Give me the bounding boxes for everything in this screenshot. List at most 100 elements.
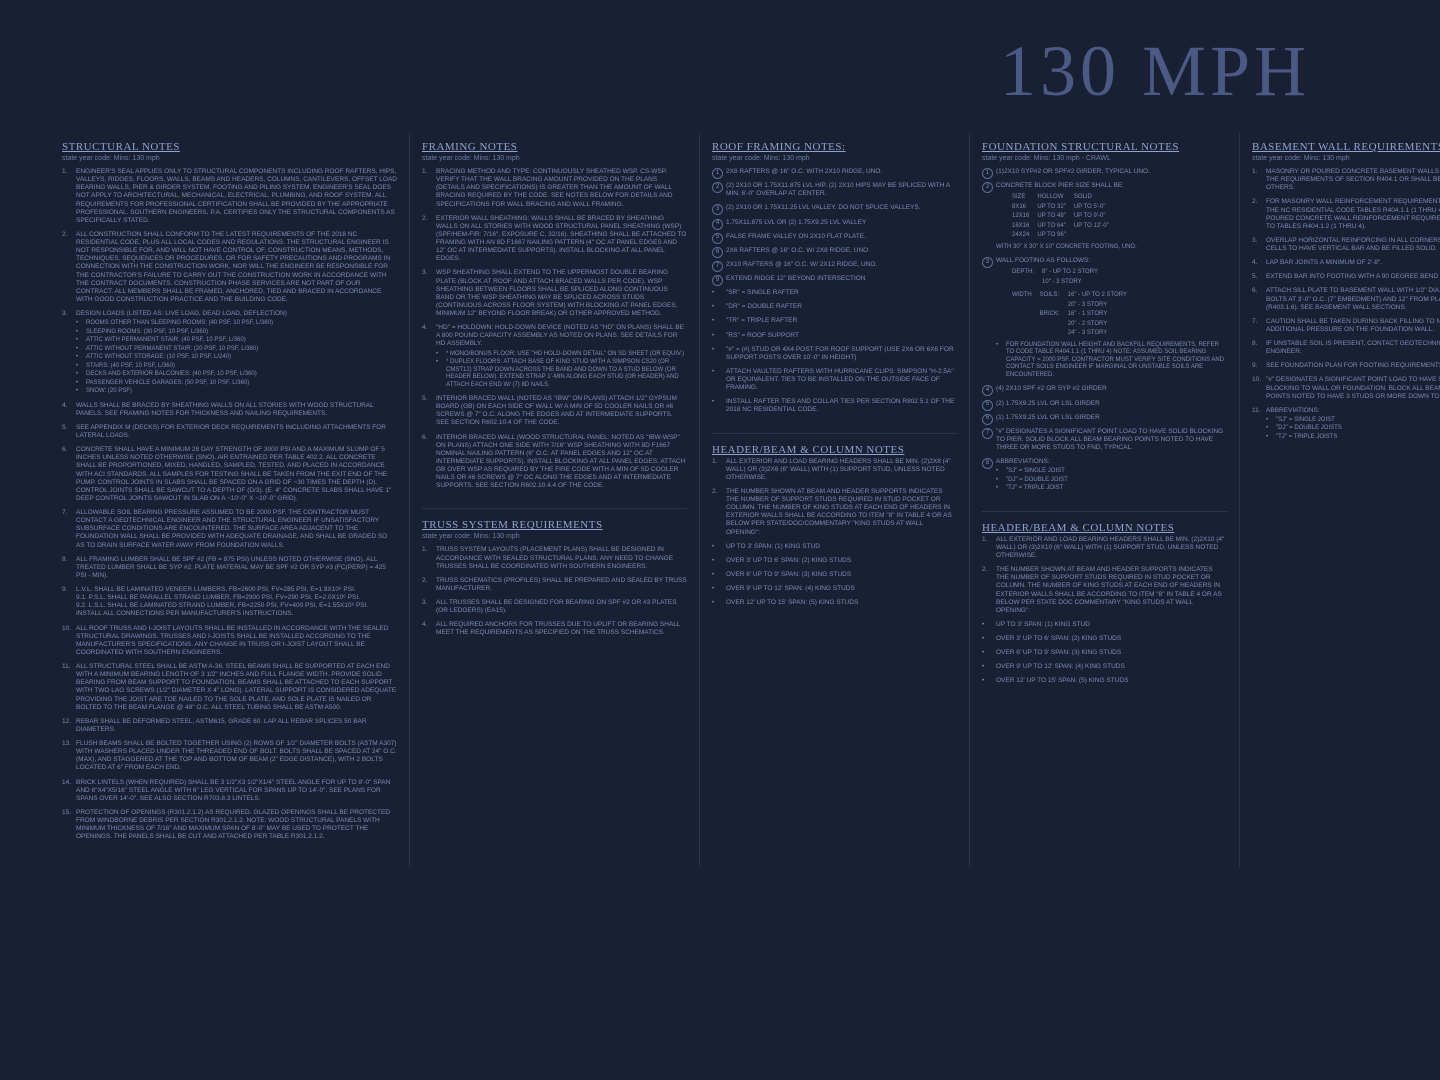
bsmt-item: 2.FOR MASONRY WALL REINFORCEMENT REQUIRE… — [1252, 198, 1440, 231]
bsmt-item: 4.LAP BAR JOINTS A MINIMUM OF 2'-8". — [1252, 259, 1440, 267]
sub-item: SNOW: (20 PSF) — [76, 388, 397, 396]
col-framing: FRAMING NOTES state year code: Mins: 130… — [410, 133, 700, 867]
note-item: 6.CONCRETE SHALL HAVE A MINIMUM 28 DAY S… — [62, 446, 397, 503]
fnd-item: 3WALL FOOTING AS FOLLOWS:DEPTH: 8" - UP … — [982, 257, 1227, 379]
bullet-item: OVER 3' UP TO 6' SPAN: (2) KING STUDS — [982, 635, 1227, 643]
bullet-item: OVER 6' UP TO 9' SPAN: (3) KING STUDS — [982, 649, 1227, 657]
col-basement: BASEMENT WALL REQUIREMENTS: state year c… — [1240, 133, 1440, 867]
structural-list: 1.ENGINEER'S SEAL APPLIES ONLY TO STRUCT… — [62, 168, 397, 841]
note-item: 9.L.V.L. SHALL BE LAMINATED VENEER LUMBE… — [62, 586, 397, 619]
col-roof: ROOF FRAMING NOTES: state year code: Min… — [700, 133, 970, 867]
structural-sub: state year code: Mins: 130 mph — [62, 155, 397, 162]
bullet-item: OVER 12' UP TO 15' SPAN: (5) KING STUDS — [712, 599, 957, 607]
roof-item: 5FALSE FRAME VALLEY ON 2x10 FLAT PLATE. — [712, 233, 957, 241]
fnd-list: 1(1)2x10 SYP#2 OR SPF#2 GIRDER, TYPICAL … — [982, 168, 1227, 493]
note-item: 1.BRACING METHOD AND TYPE: CONTINUOUSLY … — [422, 168, 687, 209]
bullet-item: "DR" = DOUBLE RAFTER — [712, 303, 957, 311]
notes-grid: STRUCTURAL NOTES state year code: Mins: … — [50, 133, 1390, 867]
hb1-list: 1.ALL EXTERIOR AND LOAD BEARING HEADERS … — [712, 458, 957, 537]
note-item: 5.INTERIOR BRACED WALL (NOTED AS "IBW" O… — [422, 395, 687, 428]
hb2-hdg: HEADER/BEAM & COLUMN NOTES — [982, 522, 1227, 534]
note-item: 3.DESIGN LOADS (LISTED AS: LIVE LOAD, DE… — [62, 310, 397, 396]
note-item: 2.EXTERIOR WALL SHEATHING: WALLS SHALL B… — [422, 215, 687, 264]
note-item: 2.ALL CONSTRUCTION SHALL CONFORM TO THE … — [62, 231, 397, 304]
structural-hdg: STRUCTURAL NOTES — [62, 141, 397, 153]
bullet-item: UP TO 3' SPAN: (1) KING STUD — [712, 543, 957, 551]
bsmt-hdg: BASEMENT WALL REQUIREMENTS: — [1252, 141, 1440, 153]
bullet-item: "RS" = ROOF SUPPORT — [712, 332, 957, 340]
truss-hdg: TRUSS SYSTEM REQUIREMENTS — [422, 519, 687, 531]
roof-item: 41.75x11.875 LVL OR (2) 1.75x9.25 LVL VA… — [712, 219, 957, 227]
bullet-item: INSTALL RAFTER TIES AND COLLAR TIES PER … — [712, 398, 957, 414]
bullet-item: OVER 12' UP TO 15' SPAN: (5) KING STUDS — [982, 677, 1227, 685]
note-item: 5.SEE APPENDIX M (DECKS) FOR EXTERIOR DE… — [62, 424, 397, 440]
sub-item: STAIRS: (40 PSF, 10 PSF, L/360) — [76, 363, 397, 371]
bullet-item: "TR" = TRIPLE RAFTER — [712, 317, 957, 325]
sub-item: * MONO/BONUS FLOOR: USE "HD HOLD-DOWN DE… — [436, 351, 687, 359]
col-foundation: FOUNDATION STRUCTURAL NOTES state year c… — [970, 133, 1240, 867]
roof-item: 72x10 RAFTERS @ 16" O.C. W/ 2x12 RIDGE, … — [712, 261, 957, 269]
truss-sub: state year code: Mins: 130 mph — [422, 533, 687, 540]
roof-item: 2(2) 2x10 OR 1.75x11.875 LVL HIP. (2) 2x… — [712, 182, 957, 198]
bullet-item: UP TO 3' SPAN: (1) KING STUD — [982, 621, 1227, 629]
framing-list: 1.BRACING METHOD AND TYPE: CONTINUOUSLY … — [422, 168, 687, 490]
note-item: 11.ALL STRUCTURAL STEEL SHALL BE ASTM A-… — [62, 663, 397, 712]
note-item: 4.WALLS SHALL BE BRACED BY SHEATHING WAL… — [62, 402, 397, 418]
fnd-item: 6(1) 1.75x9.25 LVL OR LSL GIRDER — [982, 414, 1227, 422]
bsmt-item: 8.IF UNSTABLE SOIL IS PRESENT, CONTACT G… — [1252, 340, 1440, 356]
bsmt-sub: state year code: Mins: 130 mph — [1252, 155, 1440, 162]
note-item: 10.ALL ROOF TRUSS AND I-JOIST LAYOUTS SH… — [62, 625, 397, 658]
roof-hdg: ROOF FRAMING NOTES: — [712, 141, 957, 153]
bullet-item: "#" = (#) STUD OR 4x4 POST FOR ROOF SUPP… — [712, 346, 957, 362]
fnd-hdg: FOUNDATION STRUCTURAL NOTES — [982, 141, 1227, 153]
note-item: 6.INTERIOR BRACED WALL (WOOD STRUCTURAL … — [422, 434, 687, 491]
framing-hdg: FRAMING NOTES — [422, 141, 687, 153]
note-item: 12.REBAR SHALL BE DEFORMED STEEL, ASTM61… — [62, 718, 397, 734]
bsmt-item: 7.CAUTION SHALL BE TAKEN DURING BACK FIL… — [1252, 318, 1440, 334]
note-item: 7.ALLOWABLE SOIL BEARING PRESSURE ASSUME… — [62, 509, 397, 550]
bullet-item: OVER 6' UP TO 9' SPAN: (3) KING STUDS — [712, 571, 957, 579]
note-item: 14.BRICK LINTELS (WHEN REQUIRED) SHALL B… — [62, 779, 397, 803]
roof-list: 12x8 RAFTERS @ 16" O.C. WITH 2x10 RIDGE,… — [712, 168, 957, 283]
sub-item: DECKS AND EXTERIOR BALCONIES: (40 PSF, 1… — [76, 371, 397, 379]
note-item: 4.ALL REQUIRED ANCHORS FOR TRUSSES DUE T… — [422, 621, 687, 637]
sub-item: * DUPLEX FLOORS: ATTACH BASE OF KING STU… — [436, 359, 687, 389]
sub-item: ATTIC WITH PERMANENT STAIR: (40 PSF, 10 … — [76, 337, 397, 345]
fnd-item: 1(1)2x10 SYP#2 OR SPF#2 GIRDER, TYPICAL … — [982, 168, 1227, 176]
roof-bullets: "SR" = SINGLE RAFTER "DR" = DOUBLE RAFTER… — [712, 289, 957, 414]
bsmt-item: 1.MASONRY OR POURED CONCRETE BASEMENT WA… — [1252, 168, 1440, 192]
roof-item: 9EXTEND RIDGE 12" BEYOND INTERSECTION — [712, 275, 957, 283]
note-item: 3.ALL TRUSSES SHALL BE DESIGNED FOR BEAR… — [422, 599, 687, 615]
note-item: 2.THE NUMBER SHOWN AT BEAM AND HEADER SU… — [712, 488, 957, 537]
truss-list: 1.TRUSS SYSTEM LAYOUTS (PLACEMENT PLANS)… — [422, 546, 687, 637]
roof-item: 62x6 RAFTERS @ 16" O.C. W/ 2x8 RIDGE, UN… — [712, 247, 957, 255]
note-item: 4."HD" = HOLDOWN: HOLD-DOWN DEVICE (NOTE… — [422, 324, 687, 389]
fnd-item: 7"#" DESIGNATES A SIGNIFICANT POINT LOAD… — [982, 428, 1227, 452]
note-item: 2.THE NUMBER SHOWN AT BEAM AND HEADER SU… — [982, 566, 1227, 615]
bullet-item: ATTACH VAULTED RAFTERS WITH HURRICANE CL… — [712, 368, 957, 392]
fnd-item: 2CONCRETE BLOCK PIER SIZE SHALL BE:SIZEH… — [982, 182, 1227, 251]
col-structural: STRUCTURAL NOTES state year code: Mins: … — [50, 133, 410, 867]
note-item: 15.PROTECTION OF OPENINGS (R301.2.1.2) A… — [62, 809, 397, 842]
sub-item: SLEEPING ROOMS: (30 PSF, 10 PSF, L/360) — [76, 329, 397, 337]
fnd-item: 4(4) 2x10 SPF #2 OR SYP #2 GIRDER — [982, 385, 1227, 393]
fnd-item: 8ABBREVIATIONS:"SJ" = SINGLE JOIST"DJ" =… — [982, 458, 1227, 493]
fnd-item: 5(2) 1.75x9.25 LVL OR LSL GIRDER — [982, 400, 1227, 408]
hb2-bullets: UP TO 3' SPAN: (1) KING STUD OVER 3' UP T… — [982, 621, 1227, 686]
sub-item: ROOMS OTHER THAN SLEEPING ROOMS: (40 PSF… — [76, 320, 397, 328]
sub-item: ATTIC WITHOUT PERMANENT STAIR: (20 PSF, … — [76, 346, 397, 354]
note-item: 1.ENGINEER'S SEAL APPLIES ONLY TO STRUCT… — [62, 168, 397, 225]
note-item: 3.WSP SHEATHING SHALL EXTEND TO THE UPPE… — [422, 269, 687, 318]
roof-item: 12x8 RAFTERS @ 16" O.C. WITH 2x10 RIDGE,… — [712, 168, 957, 176]
bullet-item: OVER 3' UP TO 6' SPAN: (2) KING STUDS — [712, 557, 957, 565]
bsmt-item: 6.ATTACH SILL PLATE TO BASEMENT WALL WIT… — [1252, 287, 1440, 311]
hb1-hdg: HEADER/BEAM & COLUMN NOTES — [712, 444, 957, 456]
bullet-item: "SR" = SINGLE RAFTER — [712, 289, 957, 297]
hb2-list: 1.ALL EXTERIOR AND LOAD BEARING HEADERS … — [982, 536, 1227, 615]
bsmt-item: 9.SEE FOUNDATION PLAN FOR FOOTING REQUIR… — [1252, 362, 1440, 370]
bsmt-item: 10."#" DESIGNATES A SIGNIFICANT POINT LO… — [1252, 376, 1440, 400]
page-title: 130 MPH — [50, 30, 1390, 113]
bsmt-item: 3.OVERLAP HORIZONTAL REINFORCING IN ALL … — [1252, 237, 1440, 253]
fnd-sub: state year code: Mins: 130 mph - CRAWL — [982, 155, 1227, 162]
bsmt-item: 11.ABBREVIATIONS:"SJ" = SINGLE JOIST"DJ"… — [1252, 407, 1440, 442]
